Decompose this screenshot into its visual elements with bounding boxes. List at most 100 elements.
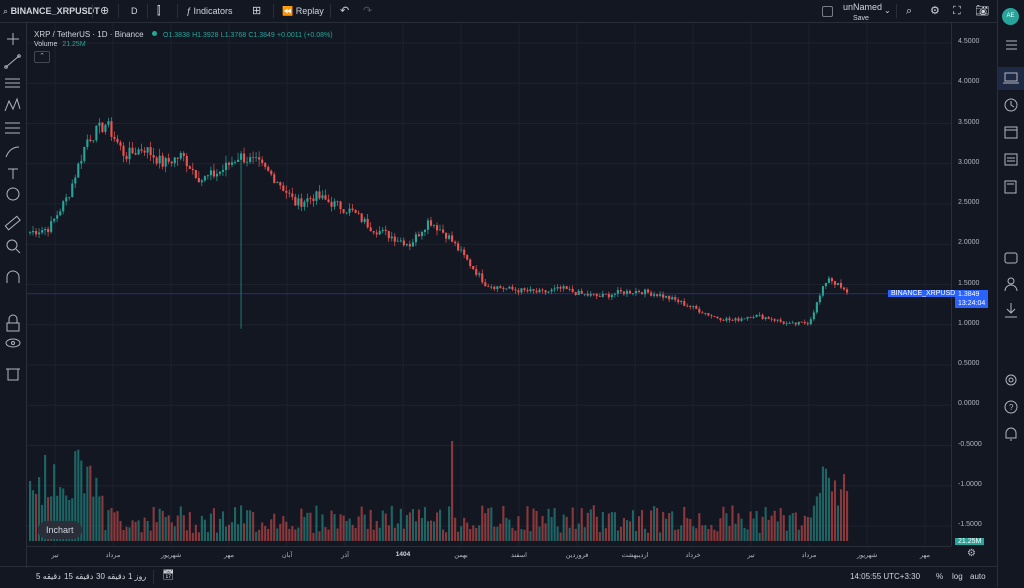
candle-body	[38, 232, 41, 235]
price-axis[interactable]: 4.5000 4.0000 3.5000 3.0000 2.5000 2.0000 1.50…	[951, 23, 998, 546]
prediction-icon[interactable]	[5, 122, 20, 134]
volume-bar	[68, 500, 71, 541]
candle-body	[752, 317, 755, 318]
fib-retracement-icon[interactable]	[5, 78, 20, 88]
volume-bar	[517, 516, 520, 541]
candle-body	[701, 312, 704, 314]
symbol-search[interactable]: ⌕ BINANCE_XRPUSDT	[3, 6, 100, 16]
candle-body	[176, 157, 179, 159]
price-tick-label: -1.0000	[958, 480, 982, 488]
candle-body	[98, 122, 101, 126]
time-axis[interactable]: تیر مرداد شهریور مهر آبان آذر 1404 بهمن اسفند فرو…	[27, 546, 951, 567]
undo-icon[interactable]: ↶	[340, 5, 350, 17]
volume-bar	[454, 517, 457, 541]
range-30m[interactable]: 30 دقیقه	[96, 572, 126, 581]
candle-body	[375, 232, 378, 235]
candle-body	[86, 139, 89, 147]
settings-icon[interactable]	[1005, 374, 1017, 386]
layout-checkbox[interactable]	[822, 0, 833, 22]
volume-bar	[511, 527, 514, 541]
avatar[interactable]: AE	[1002, 8, 1019, 25]
chevron-down-icon[interactable]: ⌄	[884, 6, 891, 15]
indicators-button[interactable]: ƒ Indicators	[186, 6, 233, 16]
interval-button[interactable]: D	[131, 6, 138, 16]
ruler-icon[interactable]	[4, 215, 21, 231]
volume-bar	[381, 510, 384, 541]
text-icon[interactable]	[8, 168, 18, 179]
volume-bar	[378, 527, 381, 541]
brush-icon[interactable]	[5, 146, 20, 158]
axis-settings-icon[interactable]: ⚙	[967, 548, 976, 559]
crosshair-icon[interactable]	[7, 33, 19, 45]
candle-body	[212, 170, 216, 177]
clock-time[interactable]: 14:05:55 UTC+3:30	[850, 572, 921, 581]
eye-icon[interactable]	[5, 338, 21, 348]
range-15m[interactable]: 15 دقیقه	[64, 572, 94, 581]
watchlist-icon[interactable]	[1003, 72, 1019, 84]
auto-toggle[interactable]: auto	[970, 572, 986, 581]
volume-bar	[74, 451, 77, 541]
redo-icon[interactable]: ↷	[363, 5, 373, 17]
candle-body	[610, 294, 613, 298]
candle-body	[815, 302, 818, 313]
volume-bar	[366, 528, 369, 541]
download-icon[interactable]	[1005, 303, 1017, 318]
menu-icon[interactable]	[1006, 40, 1017, 50]
candle-body	[683, 301, 686, 306]
candle-body	[131, 147, 134, 154]
account-icon[interactable]	[1004, 277, 1018, 292]
layout-name[interactable]: unNamed Save	[843, 2, 883, 22]
calendar-icon[interactable]	[1004, 126, 1018, 139]
volume-bar	[200, 515, 203, 541]
candle-body	[128, 147, 131, 160]
alerts-clock-icon[interactable]	[1004, 98, 1018, 112]
compare-add-icon[interactable]: ⊕	[100, 5, 110, 17]
trend-line-icon[interactable]	[4, 54, 21, 69]
candle-body	[92, 140, 95, 142]
volume-bar	[137, 520, 140, 541]
time-tick-label: شهریور	[856, 552, 878, 559]
help-icon[interactable]	[1004, 400, 1018, 414]
candle-body	[194, 170, 197, 179]
inchart-button[interactable]: Inchart	[38, 521, 82, 539]
volume-bar	[417, 509, 421, 541]
legend-collapse-button[interactable]: ⌃	[34, 51, 50, 63]
range-5m[interactable]: 5 دقیقه	[36, 572, 61, 581]
volume-bar	[396, 523, 399, 541]
quick-search-icon[interactable]: ⌕	[906, 5, 913, 17]
chart-pane[interactable]	[27, 23, 951, 546]
wallet-icon[interactable]	[1004, 252, 1018, 264]
ideas-icon[interactable]	[1004, 180, 1017, 194]
lock-drawings-icon[interactable]	[6, 314, 20, 332]
chart-type-icon[interactable]: ⫿	[157, 5, 161, 17]
calendar-range-icon[interactable]: 📅︎	[162, 570, 175, 581]
range-1d[interactable]: 1 روز	[128, 572, 147, 581]
trash-icon[interactable]	[6, 368, 20, 381]
price-tick-label: -1.5000	[958, 521, 982, 528]
fullscreen-icon[interactable]: ⛶	[953, 5, 961, 17]
price-tick-label: 4.5000	[958, 38, 980, 45]
camera-icon[interactable]: 📷︎	[975, 5, 989, 17]
news-icon[interactable]	[1004, 153, 1018, 166]
candle-body	[809, 319, 812, 325]
candle-body	[71, 183, 74, 197]
smiley-icon[interactable]	[6, 187, 20, 201]
volume-bar	[342, 515, 345, 541]
candle-body	[797, 321, 800, 325]
volume-bar	[297, 527, 300, 541]
log-toggle[interactable]: log	[952, 572, 963, 581]
notifications-icon[interactable]	[1005, 427, 1017, 441]
replay-button[interactable]: ⏪ Replay	[282, 6, 324, 16]
settings-gear-icon[interactable]: ⚙	[930, 5, 940, 17]
volume-bar	[613, 512, 616, 541]
magnet-icon[interactable]	[6, 270, 20, 283]
pattern-icon[interactable]	[4, 97, 21, 112]
candle-body	[179, 153, 182, 159]
zoom-in-icon[interactable]	[6, 239, 21, 254]
percent-toggle[interactable]: %	[936, 572, 944, 581]
candle-body	[622, 291, 626, 295]
volume-bar	[583, 527, 586, 541]
templates-icon[interactable]: ⊞	[252, 5, 262, 17]
candlestick-chart[interactable]	[27, 23, 951, 546]
candle-body	[523, 288, 526, 291]
